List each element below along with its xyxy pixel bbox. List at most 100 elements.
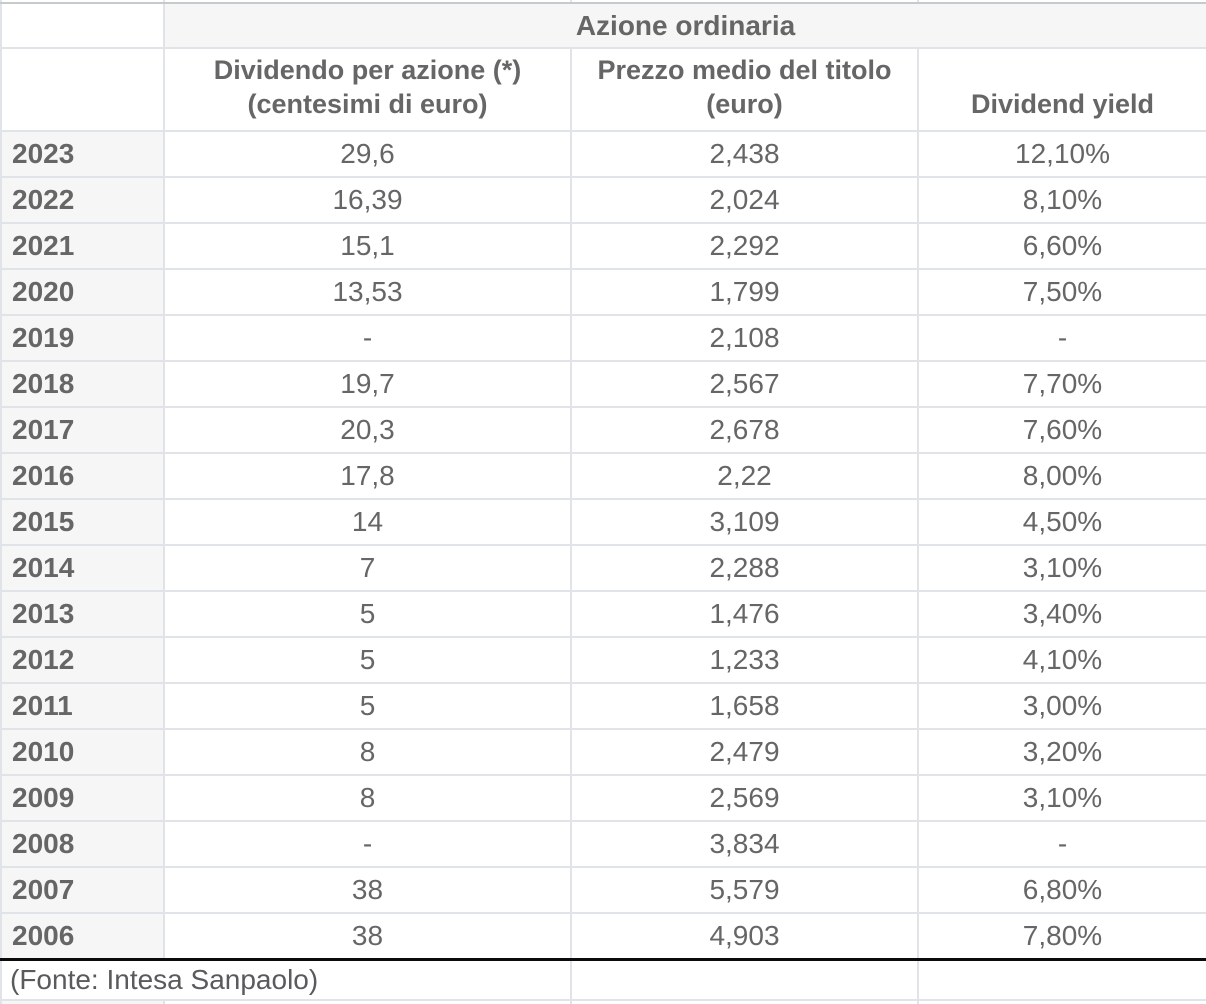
column-header-line: Dividendo per azione (*) (213, 55, 522, 85)
table-row: 2010 8 2,479 3,20% (0, 728, 1206, 776)
dividend-cell: 13,53 (163, 268, 572, 316)
table-title: Azione ordinaria (163, 2, 1206, 49)
table-row: 2019 - 2,108 - (0, 314, 1206, 362)
year-cell: 2020 (0, 268, 165, 316)
yield-cell: 7,80% (917, 912, 1206, 960)
price-cell: 1,233 (570, 636, 919, 684)
table-row: 2016 17,8 2,22 8,00% (0, 452, 1206, 500)
empty-cell (570, 957, 919, 1001)
dividend-cell: - (163, 314, 572, 362)
yield-cell: - (917, 314, 1206, 362)
yield-cell: 12,10% (917, 130, 1206, 178)
year-cell: 2016 (0, 452, 165, 500)
column-header-row: Dividendo per azione (*) (centesimi di e… (0, 47, 1206, 132)
cropped-cell (163, 0, 572, 4)
dividend-cell: 5 (163, 590, 572, 638)
year-cell: 2019 (0, 314, 165, 362)
yield-cell: 6,60% (917, 222, 1206, 270)
price-cell: 2,479 (570, 728, 919, 776)
price-cell: 2,438 (570, 130, 919, 178)
table-row: 2021 15,1 2,292 6,60% (0, 222, 1206, 270)
column-header-line: (centesimi di euro) (247, 89, 488, 119)
yield-cell: 7,50% (917, 268, 1206, 316)
price-cell: 2,567 (570, 360, 919, 408)
yield-cell: 7,70% (917, 360, 1206, 408)
table-row: 2014 7 2,288 3,10% (0, 544, 1206, 592)
year-cell: 2007 (0, 866, 165, 914)
dividend-cell: 5 (163, 682, 572, 730)
yield-cell: 8,10% (917, 176, 1206, 224)
cropped-cell (0, 999, 165, 1004)
year-cell: 2010 (0, 728, 165, 776)
column-header-line: Dividend yield (970, 89, 1155, 119)
cropped-cell (570, 999, 919, 1004)
year-cell: 2011 (0, 682, 165, 730)
price-cell: 3,834 (570, 820, 919, 868)
table-row: 2023 29,6 2,438 12,10% (0, 130, 1206, 178)
yield-cell: 4,10% (917, 636, 1206, 684)
price-cell: 2,678 (570, 406, 919, 454)
yield-cell: 3,20% (917, 728, 1206, 776)
corner-cell (0, 47, 165, 132)
dividend-cell: 17,8 (163, 452, 572, 500)
year-cell: 2018 (0, 360, 165, 408)
dividend-cell: - (163, 820, 572, 868)
dividend-cell: 20,3 (163, 406, 572, 454)
cropped-cell (917, 999, 1206, 1004)
price-cell: 5,579 (570, 866, 919, 914)
corner-cell (0, 2, 165, 49)
year-cell: 2012 (0, 636, 165, 684)
price-cell: 2,288 (570, 544, 919, 592)
dividend-cell: 8 (163, 728, 572, 776)
price-cell: 2,22 (570, 452, 919, 500)
column-header-price: Prezzo medio del titolo (euro) (570, 47, 919, 132)
year-cell: 2015 (0, 498, 165, 546)
price-cell: 2,569 (570, 774, 919, 822)
dividend-cell: 14 (163, 498, 572, 546)
year-cell: 2022 (0, 176, 165, 224)
cropped-cell (163, 999, 572, 1004)
column-header-dividend: Dividendo per azione (*) (centesimi di e… (163, 47, 572, 132)
year-cell: 2017 (0, 406, 165, 454)
dividend-cell: 16,39 (163, 176, 572, 224)
table-row: 2017 20,3 2,678 7,60% (0, 406, 1206, 454)
dividend-cell: 8 (163, 774, 572, 822)
table-row: 2011 5 1,658 3,00% (0, 682, 1206, 730)
dividend-cell: 38 (163, 912, 572, 960)
yield-cell: 3,10% (917, 774, 1206, 822)
column-header-line: Prezzo medio del titolo (597, 55, 892, 85)
yield-cell: 7,60% (917, 406, 1206, 454)
price-cell: 1,658 (570, 682, 919, 730)
dividend-cell: 15,1 (163, 222, 572, 270)
cropped-cell (0, 0, 165, 4)
year-cell: 2006 (0, 912, 165, 960)
price-cell: 4,903 (570, 912, 919, 960)
cropped-cell (570, 0, 919, 4)
table-row: 2013 5 1,476 3,40% (0, 590, 1206, 638)
year-cell: 2014 (0, 544, 165, 592)
year-cell: 2021 (0, 222, 165, 270)
yield-cell: 3,40% (917, 590, 1206, 638)
source-row: (Fonte: Intesa Sanpaolo) (0, 957, 1206, 1001)
price-cell: 3,109 (570, 498, 919, 546)
yield-cell: 3,00% (917, 682, 1206, 730)
table-row: 2009 8 2,569 3,10% (0, 774, 1206, 822)
cropped-row-top (0, 0, 1206, 4)
table-row: 2015 14 3,109 4,50% (0, 498, 1206, 546)
table-row: 2012 5 1,233 4,10% (0, 636, 1206, 684)
dividend-cell: 29,6 (163, 130, 572, 178)
dividend-cell: 19,7 (163, 360, 572, 408)
year-cell: 2013 (0, 590, 165, 638)
source-note: (Fonte: Intesa Sanpaolo) (0, 957, 572, 1001)
year-cell: 2009 (0, 774, 165, 822)
table-row: 2007 38 5,579 6,80% (0, 866, 1206, 914)
group-header-row: Azione ordinaria (0, 2, 1206, 49)
column-header-line: (euro) (706, 89, 783, 119)
dividend-cell: 38 (163, 866, 572, 914)
yield-cell: 6,80% (917, 866, 1206, 914)
yield-cell: - (917, 820, 1206, 868)
table-row: 2018 19,7 2,567 7,70% (0, 360, 1206, 408)
empty-cell (917, 957, 1206, 1001)
